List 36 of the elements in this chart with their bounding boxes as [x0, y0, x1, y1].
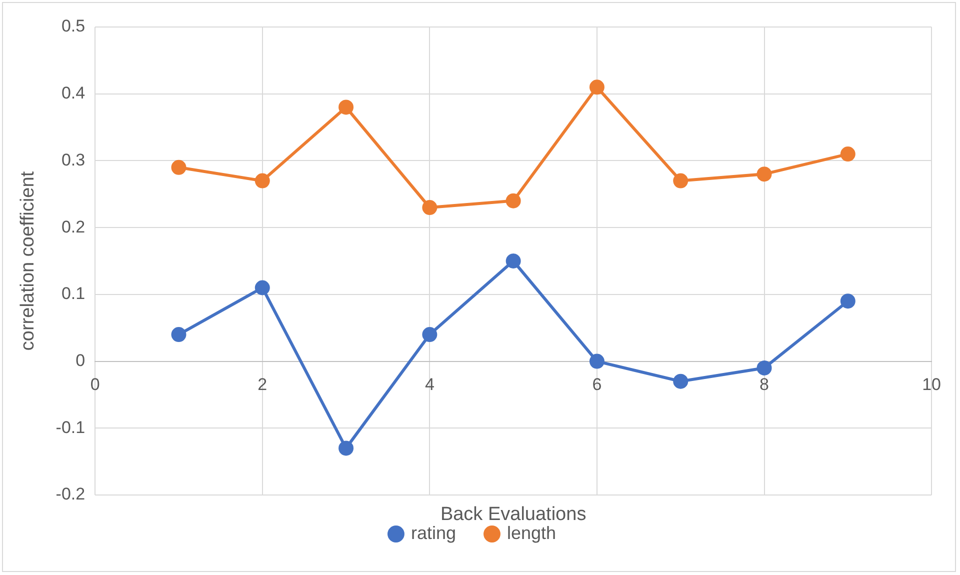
point [338, 440, 354, 456]
legend-label: length [506, 522, 556, 543]
y-tick-label: 0.5 [61, 16, 86, 36]
point [840, 146, 856, 162]
x-tick-label: 8 [760, 375, 769, 394]
x-tick-label: 10 [922, 375, 942, 394]
point [589, 80, 604, 95]
point [756, 166, 772, 182]
y-tick-label: 0.4 [61, 84, 86, 103]
y-tick-label: -0.1 [56, 418, 86, 437]
x-tick-label: 4 [424, 375, 434, 394]
point [254, 280, 270, 296]
point [673, 173, 688, 188]
y-tick-label: 0 [76, 350, 86, 370]
point [171, 160, 186, 175]
point [506, 254, 521, 268]
point [422, 200, 438, 216]
legend-label: rating [410, 522, 456, 543]
point [589, 354, 604, 369]
point [673, 374, 688, 389]
x-tick-label: 6 [592, 375, 602, 394]
point [506, 193, 521, 208]
y-axis-title: correlation coefficient [18, 170, 39, 351]
x-axis-title: Back Evaluations [440, 504, 586, 526]
point [171, 327, 186, 342]
point [254, 173, 270, 188]
y-tick-label: -0.2 [56, 484, 86, 504]
x-tick-label: 2 [258, 375, 268, 394]
x-tick-label: 0 [90, 375, 100, 394]
y-tick-label: 0.2 [61, 217, 86, 236]
point [756, 360, 772, 376]
point [422, 327, 438, 342]
y-tick-label: 0.3 [61, 150, 86, 170]
point [840, 294, 856, 309]
y-tick-label: 0.1 [61, 284, 86, 304]
point [338, 100, 354, 115]
